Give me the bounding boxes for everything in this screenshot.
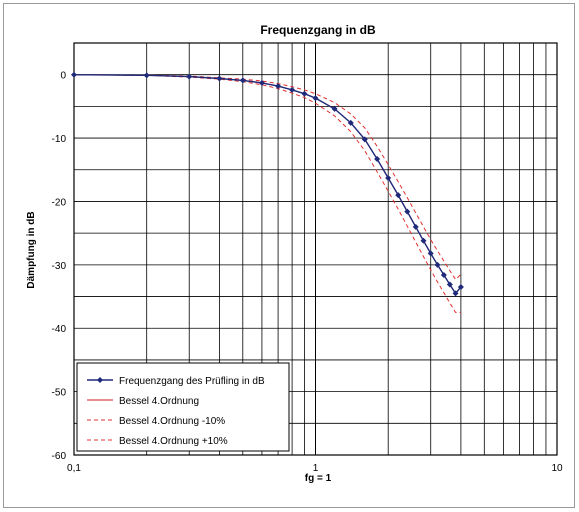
y-tick-label: -20 — [52, 197, 67, 208]
data-point — [216, 75, 223, 82]
tick-labels: 0 -10 -20 -30 -40 -50 -600,1 1 10 — [52, 71, 563, 474]
axes — [73, 42, 558, 456]
data-point — [258, 79, 265, 86]
y-axis-label: Dämpfung in dB — [26, 211, 37, 288]
y-tick-label: -30 — [52, 261, 67, 272]
data-point — [289, 86, 296, 93]
data-point — [446, 281, 453, 288]
data-point — [434, 261, 441, 268]
data-point — [347, 119, 354, 126]
legend-label-0: Frequenzgang des Prüfling in dB — [119, 376, 265, 387]
data-point — [427, 250, 434, 257]
x-tick-label: 0,1 — [67, 463, 81, 474]
series-layer — [71, 71, 464, 313]
data-point — [275, 83, 282, 90]
data-point — [186, 73, 193, 80]
data-point — [331, 105, 338, 112]
data-point — [420, 237, 427, 244]
data-point — [239, 77, 246, 84]
y-tick-label: -50 — [52, 388, 67, 399]
data-point — [452, 290, 459, 297]
legend-label-2: Bessel 4.Ordnung -10% — [119, 416, 225, 427]
data-point — [412, 223, 419, 230]
legend-label-3: Bessel 4.Ordnung +10% — [119, 436, 228, 447]
data-point — [312, 95, 319, 102]
data-point — [395, 192, 402, 199]
x-tick-label: 10 — [551, 463, 563, 474]
legend-box — [76, 362, 290, 452]
data-point — [440, 271, 447, 278]
data-point — [143, 72, 150, 79]
data-point — [361, 136, 368, 143]
legend: Frequenzgang des Prüfling in dB Bessel 4.… — [76, 362, 290, 452]
data-point — [71, 71, 77, 78]
chart-title: Frequenzgang in dB — [260, 23, 376, 37]
data-point — [404, 208, 411, 215]
y-tick-label: -10 — [52, 134, 67, 145]
plot-border — [73, 42, 558, 456]
data-point — [385, 175, 392, 182]
x-tick-label: 1 — [313, 463, 319, 474]
y-tick-label: -40 — [52, 324, 67, 335]
y-tick-label: -60 — [52, 451, 67, 462]
y-tick-label: 0 — [60, 71, 66, 82]
legend-label-1: Bessel 4.Ordnung — [119, 396, 199, 407]
x-axis-label: fg = 1 — [305, 473, 332, 484]
data-point — [301, 90, 308, 97]
data-point — [457, 284, 464, 291]
legend-marker — [97, 377, 103, 383]
data-point — [374, 155, 381, 162]
